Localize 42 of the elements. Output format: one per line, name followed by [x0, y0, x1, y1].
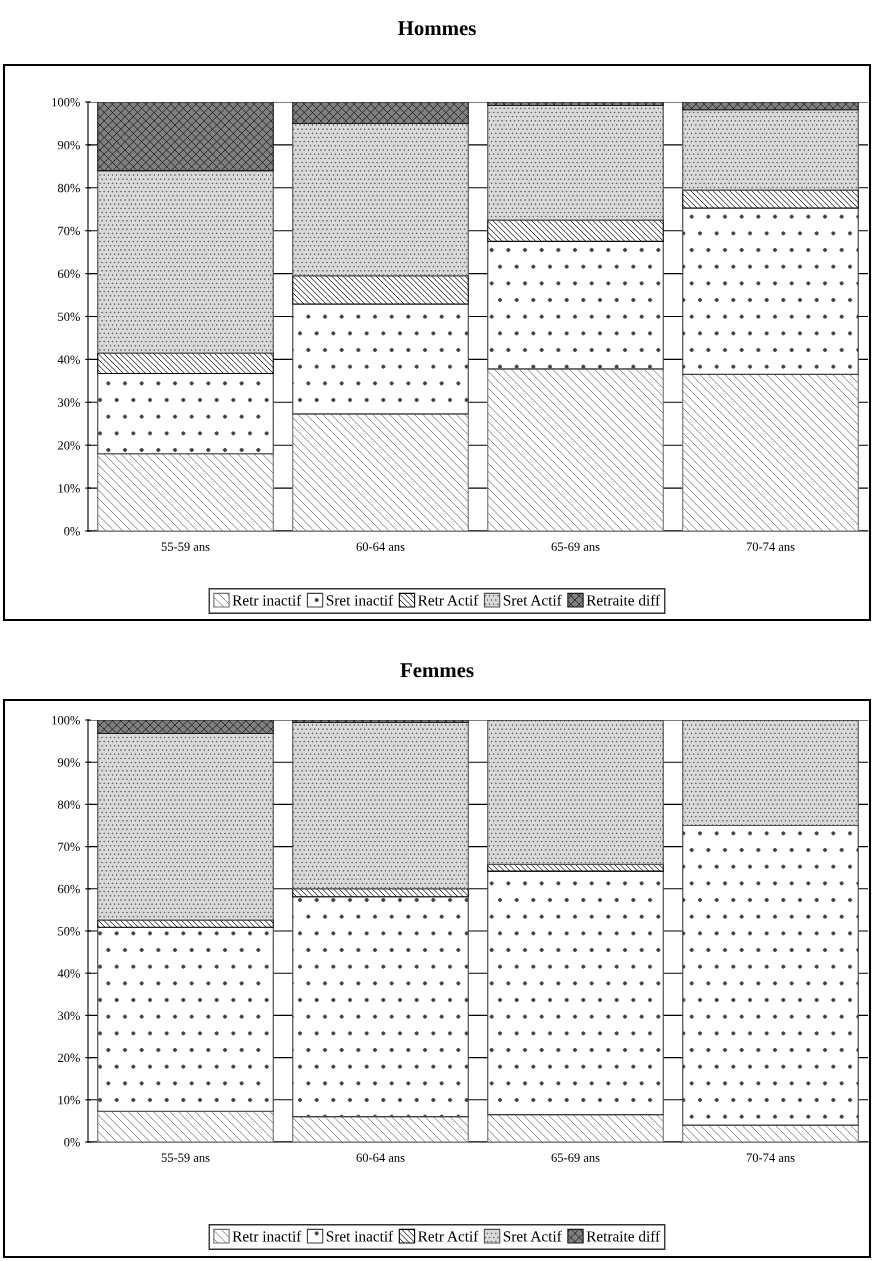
- y-tick-label: 20%: [58, 441, 80, 450]
- x-tick-label: 70-74 ans: [746, 1153, 795, 1162]
- y-tick-label: 90%: [57, 140, 80, 150]
- y-tick-label: 20%: [58, 1053, 80, 1063]
- legend-label: Sret Actif: [503, 594, 562, 606]
- legend-label: Retr inactif: [232, 1230, 302, 1242]
- legend-label: Sret inactif: [326, 594, 394, 606]
- y-tick-label: 60%: [57, 884, 80, 894]
- legend-label: Retr inactif: [232, 594, 302, 606]
- chart-title: Femmes: [400, 663, 474, 678]
- legend-label: Retr Actif: [418, 594, 479, 606]
- y-tick-label: 30%: [58, 398, 80, 407]
- legend-label: Retraite diff: [586, 594, 661, 606]
- legend-label: Sret Actif: [503, 1230, 562, 1242]
- legend-label: Sret inactif: [326, 1230, 394, 1242]
- x-tick-label: 55-59 ans: [161, 542, 210, 551]
- x-tick-label: 60-64 ans: [356, 542, 405, 551]
- y-tick-label: 10%: [58, 1095, 80, 1105]
- y-tick-label: 10%: [58, 484, 80, 493]
- y-tick-label: 50%: [58, 312, 80, 321]
- chart-title: Hommes: [398, 21, 476, 36]
- x-tick-label: 55-59 ans: [161, 1153, 210, 1162]
- x-tick-label: 65-69 ans: [551, 542, 600, 551]
- x-tick-label: 65-69 ans: [551, 1153, 600, 1162]
- y-tick-label: 50%: [58, 927, 80, 936]
- y-tick-label: 80%: [57, 800, 80, 809]
- x-tick-label: 60-64 ans: [356, 1153, 405, 1162]
- y-tick-label: 0%: [64, 1138, 80, 1147]
- y-tick-label: 100%: [52, 98, 80, 107]
- y-tick-label: 70%: [58, 842, 80, 852]
- y-tick-label: 0%: [64, 527, 80, 536]
- y-tick-label: 40%: [57, 355, 80, 364]
- y-tick-label: 90%: [57, 758, 80, 767]
- y-tick-label: 30%: [58, 1011, 80, 1020]
- x-tick-label: 70-74 ans: [746, 542, 795, 551]
- legend-label: Retr Actif: [418, 1230, 479, 1242]
- y-tick-label: 80%: [57, 183, 80, 193]
- y-tick-label: 70%: [58, 226, 80, 236]
- y-tick-label: 40%: [57, 969, 80, 978]
- y-tick-label: 60%: [57, 269, 80, 279]
- legend-label: Retraite diff: [586, 1230, 661, 1242]
- y-tick-label: 100%: [52, 716, 80, 725]
